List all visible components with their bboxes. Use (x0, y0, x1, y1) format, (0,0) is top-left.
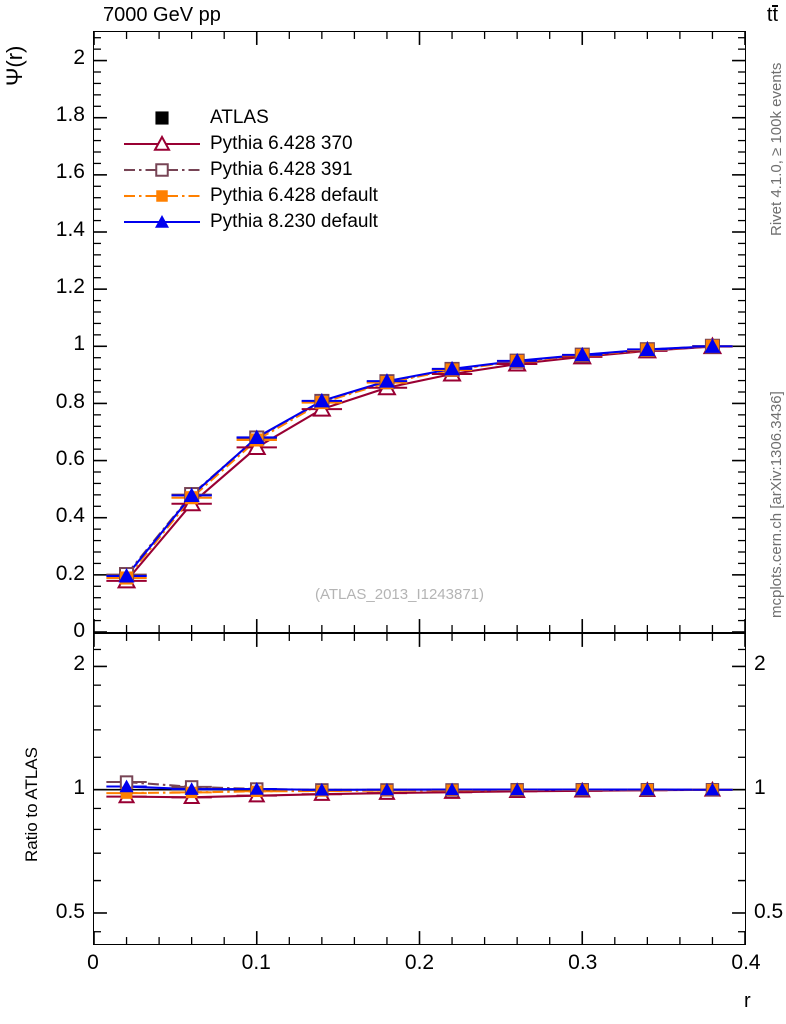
beam-energy-label: 7000 GeV pp (103, 4, 221, 26)
x-tick-label: 0.2 (404, 951, 435, 974)
legend-item: Pythia 6.428 391 (120, 157, 378, 183)
legend-item: Pythia 6.428 default (120, 183, 378, 209)
y-tick-label-ratio-right: 2 (754, 651, 766, 675)
legend-label: ATLAS (210, 107, 269, 128)
y-tick-label-main: 1.6 (55, 160, 85, 184)
y-tick-label-main: 1.4 (55, 217, 85, 241)
process-label-tbar: t (772, 4, 778, 26)
y-tick-label-ratio-left: 0.5 (55, 899, 85, 923)
rivet-version-caption: Rivet 4.1.0, ≥ 100k events (768, 62, 785, 236)
y-tick-label-main: 0.8 (55, 389, 85, 413)
legend-label: Pythia 8.230 default (210, 211, 378, 232)
y-tick-label-main: 1.2 (55, 275, 85, 298)
y-axis-title-ratio: Ratio to ATLAS (22, 747, 41, 862)
y-tick-label-main: 0.4 (55, 504, 85, 528)
x-axis-title: r (744, 990, 751, 1012)
legend-label: Pythia 6.428 default (210, 185, 378, 206)
legend-item: Pythia 8.230 default (120, 209, 378, 235)
legend-label: Pythia 6.428 391 (210, 159, 353, 180)
legend-marker-open-square-icon (120, 157, 204, 183)
legend-label: Pythia 6.428 370 (210, 133, 353, 154)
legend-marker-filled-triangle-icon (120, 209, 204, 235)
x-tick-label: 0.4 (731, 951, 761, 974)
main-plot-canvas (94, 32, 745, 632)
y-tick-label-main: 1.8 (55, 103, 85, 126)
x-tick-label: 0.3 (568, 951, 598, 974)
legend-marker-filled-square-icon (120, 183, 204, 209)
legend-item: Pythia 6.428 370 (120, 131, 378, 157)
mcplots-reference-caption: mcplots.cern.ch [arXiv:1306.3436] (768, 391, 785, 618)
y-tick-label-ratio-right: 0.5 (754, 899, 784, 923)
legend-item: ATLAS (120, 105, 378, 131)
analysis-id-watermark: (ATLAS_2013_I1243871) (315, 586, 485, 603)
process-label: tt (767, 4, 778, 27)
main-plot-panel (93, 31, 746, 633)
y-tick-label-ratio-right: 1 (754, 775, 766, 799)
y-tick-label-main: 0.2 (55, 561, 85, 585)
process-label-t: t (766, 4, 773, 26)
y-tick-label-main: 2 (73, 45, 85, 69)
x-tick-label: 0.1 (241, 951, 271, 974)
y-tick-label-main: 0 (73, 619, 85, 642)
y-tick-label-ratio-left: 1 (73, 775, 85, 799)
legend-marker-filled-square-icon (120, 105, 204, 131)
y-tick-label-main: 1 (73, 332, 85, 356)
legend-marker-open-triangle-icon (120, 131, 204, 157)
ratio-plot-canvas (94, 634, 745, 944)
ratio-plot-panel (93, 633, 746, 945)
y-tick-label-main: 0.6 (55, 447, 85, 470)
x-tick-label: 0 (87, 951, 99, 974)
y-tick-label-ratio-left: 2 (73, 651, 85, 675)
legend: ATLAS Pythia 6.428 370 Pythia 6.428 391 Pyt… (120, 105, 378, 235)
